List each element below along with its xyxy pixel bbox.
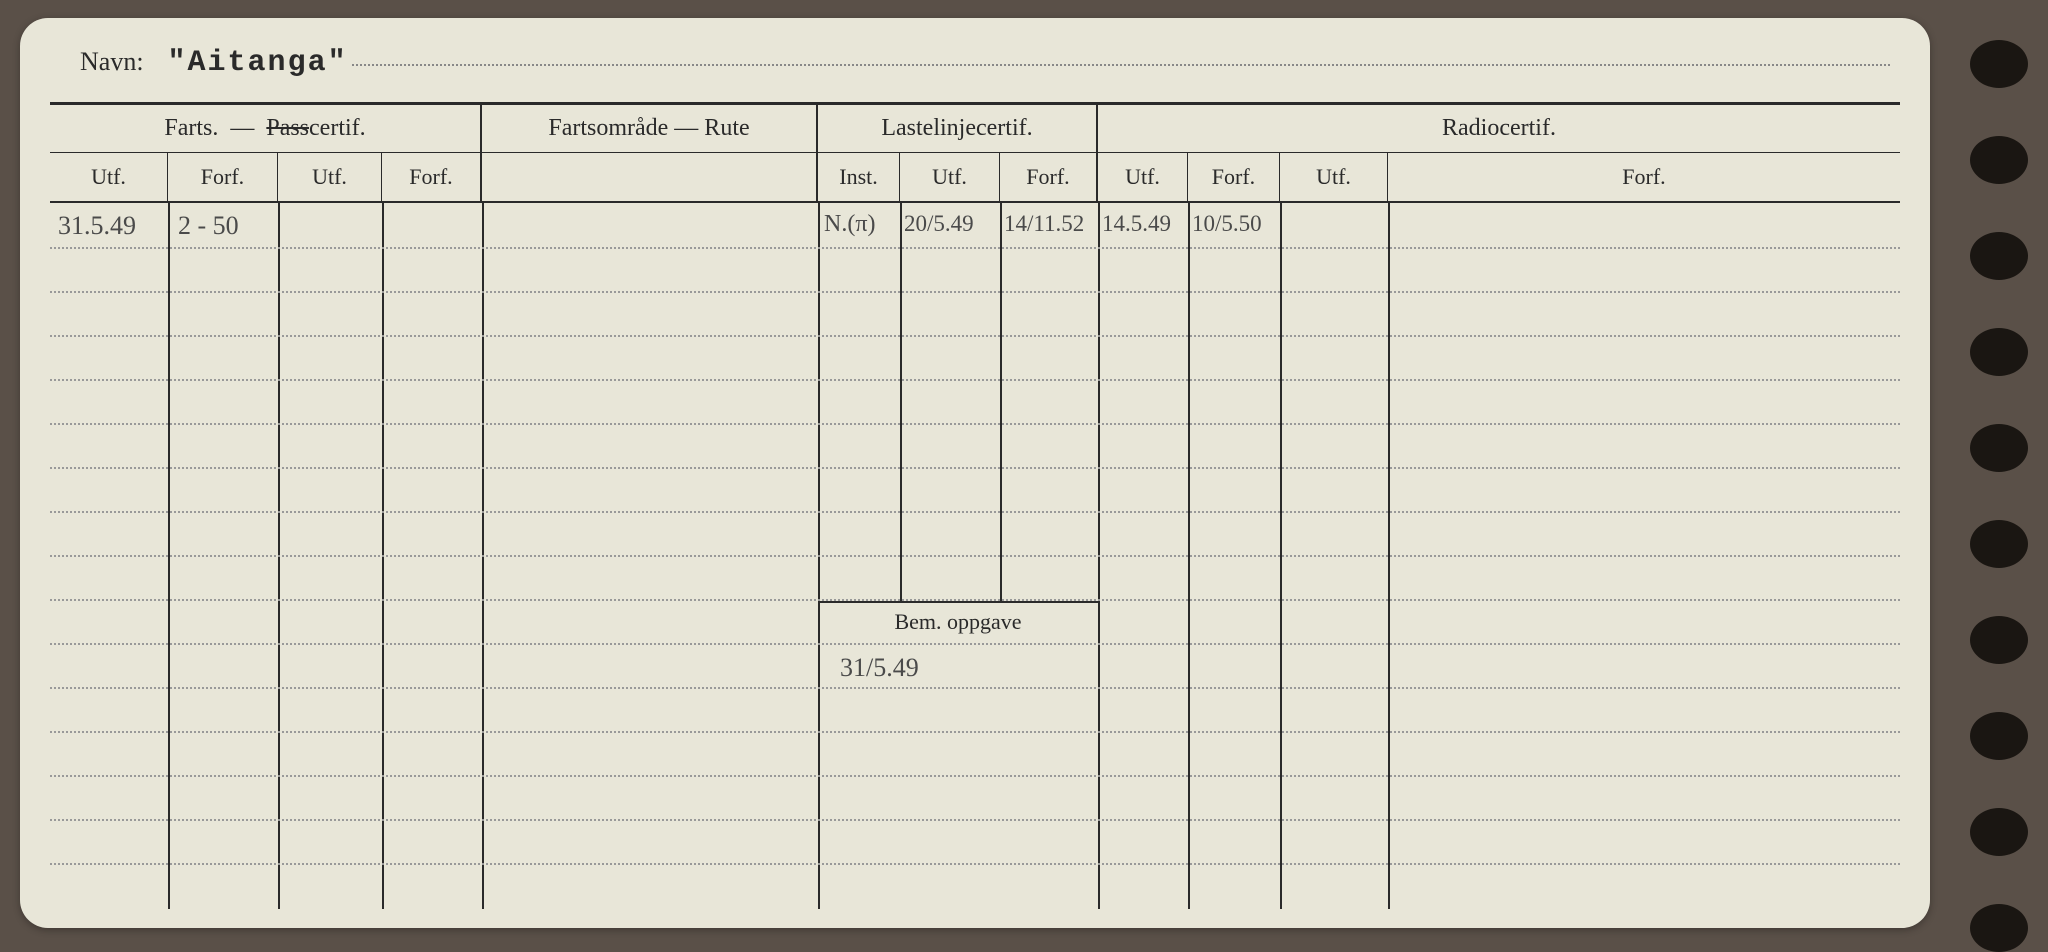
binding-hole [1970, 136, 2028, 184]
navn-row: Navn: "Aitanga" [80, 46, 1890, 94]
bem-label: Bem. oppgave [818, 603, 1098, 641]
col-farts-forf: Forf. [168, 153, 278, 201]
row-line [50, 247, 1900, 249]
section-header-row: Farts. — Passcertif. Fartsområde — Rute … [50, 105, 1900, 153]
col-radio-forf2: Forf. [1388, 153, 1900, 201]
row-line [50, 863, 1900, 865]
row-line [50, 643, 1900, 645]
binding-hole [1970, 232, 2028, 280]
table-grid: Farts. — Passcertif. Fartsområde — Rute … [50, 102, 1900, 908]
binding-hole [1970, 424, 2028, 472]
col-radio-utf: Utf. [1098, 153, 1188, 201]
row-line [50, 291, 1900, 293]
binding-hole [1970, 712, 2028, 760]
section-farts-label: Farts. — Passcertif. [164, 115, 365, 142]
row-line [50, 467, 1900, 469]
binding-hole [1970, 40, 2028, 88]
col-radio-forf: Forf. [1188, 153, 1280, 201]
col-farts-utf: Utf. [50, 153, 168, 201]
bem-value: 31/5.49 [840, 653, 919, 683]
cell-radio-forf: 10/5.50 [1192, 211, 1262, 237]
row-line [50, 423, 1900, 425]
row-line [50, 511, 1900, 513]
row-line [50, 335, 1900, 337]
binding-hole [1970, 904, 2028, 952]
table-body: 31.5.49 2 - 50 N.(π) 20/5.49 14/11.52 14… [50, 203, 1900, 909]
section-farts: Farts. — Passcertif. [50, 105, 482, 152]
col-rute [482, 153, 818, 201]
binding-hole [1970, 328, 2028, 376]
section-rute: Fartsområde — Rute [482, 105, 818, 152]
row-line [50, 379, 1900, 381]
cell-laste-utf: 20/5.49 [904, 211, 974, 237]
binding-hole [1970, 616, 2028, 664]
vline [1000, 203, 1002, 601]
record-card: Navn: "Aitanga" Farts. — Passcertif. Far… [20, 18, 1930, 928]
row-line [50, 555, 1900, 557]
row-line [50, 687, 1900, 689]
binding-hole [1970, 808, 2028, 856]
navn-underline [352, 64, 1890, 66]
bem-box: Bem. oppgave [818, 601, 1098, 641]
cell-laste-inst: N.(π) [824, 211, 875, 238]
cell-radio-utf: 14.5.49 [1102, 211, 1171, 237]
binding-holes [1970, 40, 2028, 952]
col-laste-forf: Forf. [1000, 153, 1098, 201]
navn-value: "Aitanga" [168, 46, 348, 80]
section-radio: Radiocertif. [1098, 105, 1900, 152]
cell-farts-forf: 2 - 50 [178, 211, 239, 241]
cell-laste-forf: 14/11.52 [1004, 211, 1084, 237]
section-laste: Lastelinjecertif. [818, 105, 1098, 152]
col-radio-utf2: Utf. [1280, 153, 1388, 201]
row-line [50, 731, 1900, 733]
navn-label: Navn: [80, 47, 144, 77]
cell-farts-utf: 31.5.49 [58, 211, 136, 241]
col-farts-utf2: Utf. [278, 153, 382, 201]
vline [900, 203, 902, 601]
col-laste-utf: Utf. [900, 153, 1000, 201]
row-line [50, 775, 1900, 777]
col-laste-inst: Inst. [818, 153, 900, 201]
col-farts-forf2: Forf. [382, 153, 482, 201]
binding-hole [1970, 520, 2028, 568]
row-line [50, 819, 1900, 821]
column-header-row: Utf. Forf. Utf. Forf. Inst. Utf. Forf. U… [50, 153, 1900, 203]
